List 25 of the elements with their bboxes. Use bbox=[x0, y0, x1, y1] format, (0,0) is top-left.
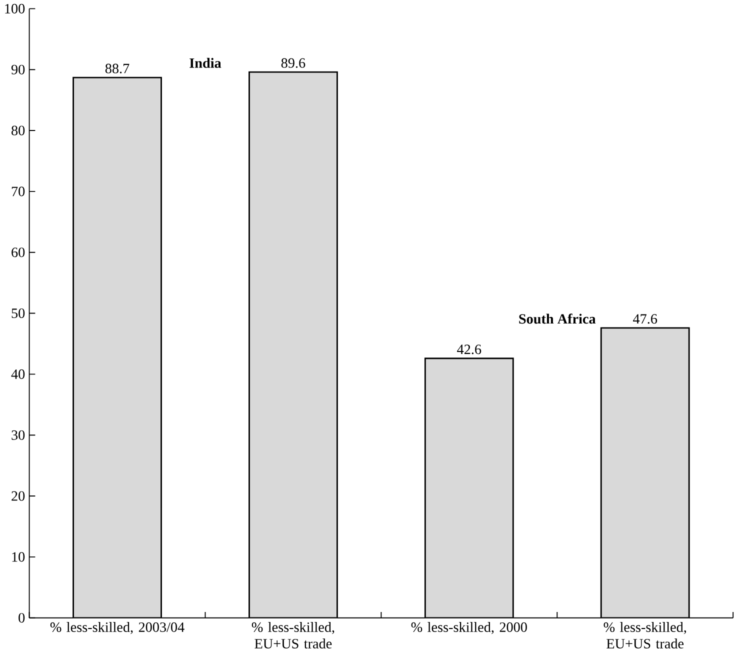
y-tick-label: 50 bbox=[12, 308, 25, 318]
y-tick-label: 20 bbox=[12, 491, 25, 501]
y-tick-label: 40 bbox=[11, 369, 25, 379]
x-tick-label: % less-skilled, EU+US trade bbox=[604, 622, 686, 648]
bar bbox=[248, 71, 338, 618]
y-tick-label: 0 bbox=[18, 612, 25, 622]
annotation: India bbox=[190, 58, 222, 68]
data-label: 89.6 bbox=[281, 58, 306, 68]
data-label: 88.7 bbox=[105, 64, 130, 74]
y-tick-label: 60 bbox=[12, 247, 25, 257]
x-tick-label: % less-skilled, 2000 bbox=[411, 622, 527, 634]
bar bbox=[600, 326, 690, 618]
y-tick-label: 80 bbox=[12, 126, 25, 136]
y-tick-label: 70 bbox=[12, 186, 25, 196]
data-label: 47.6 bbox=[633, 314, 658, 324]
bar bbox=[72, 76, 162, 618]
y-tick-label: 90 bbox=[11, 64, 25, 74]
y-tick-label: 100 bbox=[5, 4, 25, 14]
x-tick-label: % less-skilled, EU+US trade bbox=[252, 622, 334, 648]
bar bbox=[424, 357, 514, 618]
data-label: 42.6 bbox=[457, 344, 482, 354]
y-tick-label: 10 bbox=[12, 552, 25, 562]
y-tick-label: 30 bbox=[12, 430, 25, 440]
annotation: South Africa bbox=[519, 313, 596, 324]
x-tick-label: % less-skilled, 2003/04 bbox=[50, 622, 184, 634]
